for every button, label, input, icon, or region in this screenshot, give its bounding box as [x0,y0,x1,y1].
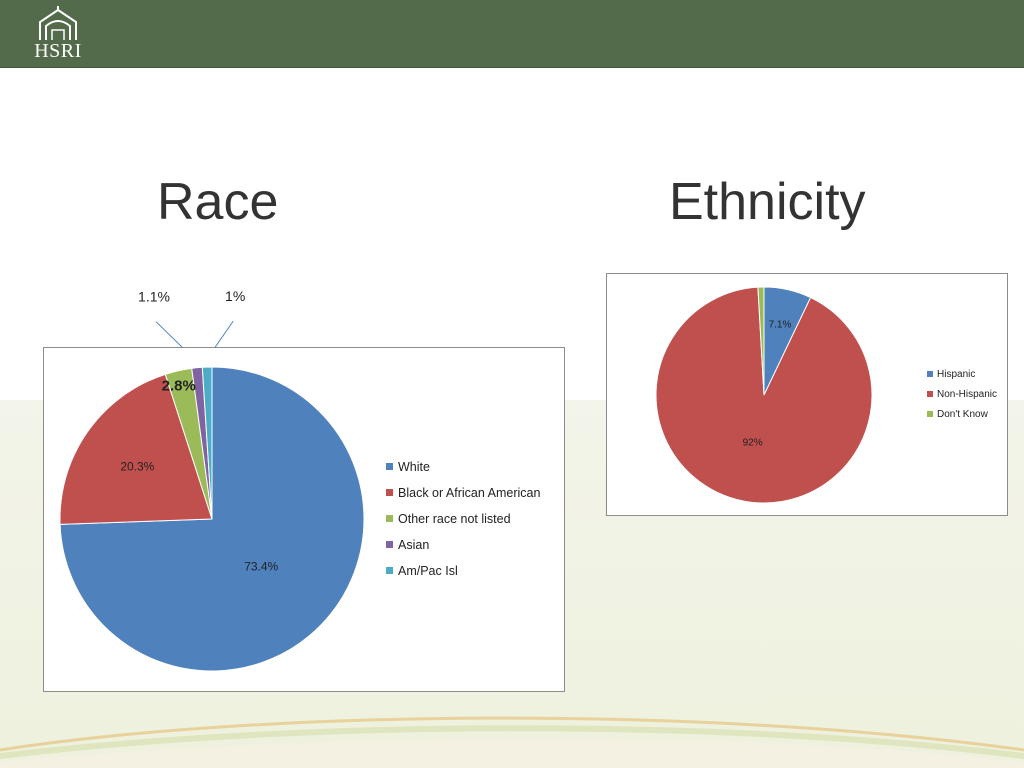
legend-swatch [386,541,393,548]
house-icon [39,6,77,40]
legend-swatch [927,411,933,417]
data-label-asian: 1.1% [138,289,170,305]
legend-swatch [386,489,393,496]
legend-swatch [927,391,933,397]
data-label-white: 73.4% [244,560,278,574]
legend-label: Hispanic [937,369,976,380]
pie-slice-black-or-african-american [59,373,213,525]
legend-swatch [386,463,393,470]
hsri-logo: HSRI [28,6,88,62]
race-pie: 73.4% 20.3% 2.8% [59,366,365,672]
pie-slice-non-hispanic [655,286,873,504]
data-label-other-race-not-listed: 2.8% [162,378,196,395]
pie-slice-am-pac-isl [201,366,213,520]
header-bar: HSRI [0,0,1024,68]
legend-swatch [927,371,933,377]
legend-label: Asian [398,538,430,552]
legend-swatch [386,567,393,574]
legend-label: Other race not listed [398,512,511,526]
legend-swatch [386,515,393,522]
data-label-black-or-african-american: 20.3% [120,460,154,474]
ethnicity-chart: 7.1% 92% Hispanic Non-Hispanic Don't Know [606,273,1008,516]
legend-label: Am/Pac Isl [398,564,458,578]
pie-slice-don-t-know [757,286,765,396]
legend-label: White [398,460,430,474]
logo-text: HSRI [34,40,82,62]
background-sweep [0,716,1024,768]
ethnicity-title: Ethnicity [669,173,866,231]
data-label-hispanic: 7.1% [769,319,792,330]
ethnicity-pie: 7.1% 92% [655,286,873,504]
data-label-non-hispanic: 92% [743,438,763,449]
race-title: Race [157,173,279,231]
race-chart: 73.4% 20.3% 2.8% White Black or African Ame… [43,347,565,692]
legend-label: Non-Hispanic [937,389,998,400]
legend-label: Black or African American [398,486,541,500]
data-label-am-pac-isl: 1% [225,288,245,304]
legend-label: Don't Know [937,409,988,420]
